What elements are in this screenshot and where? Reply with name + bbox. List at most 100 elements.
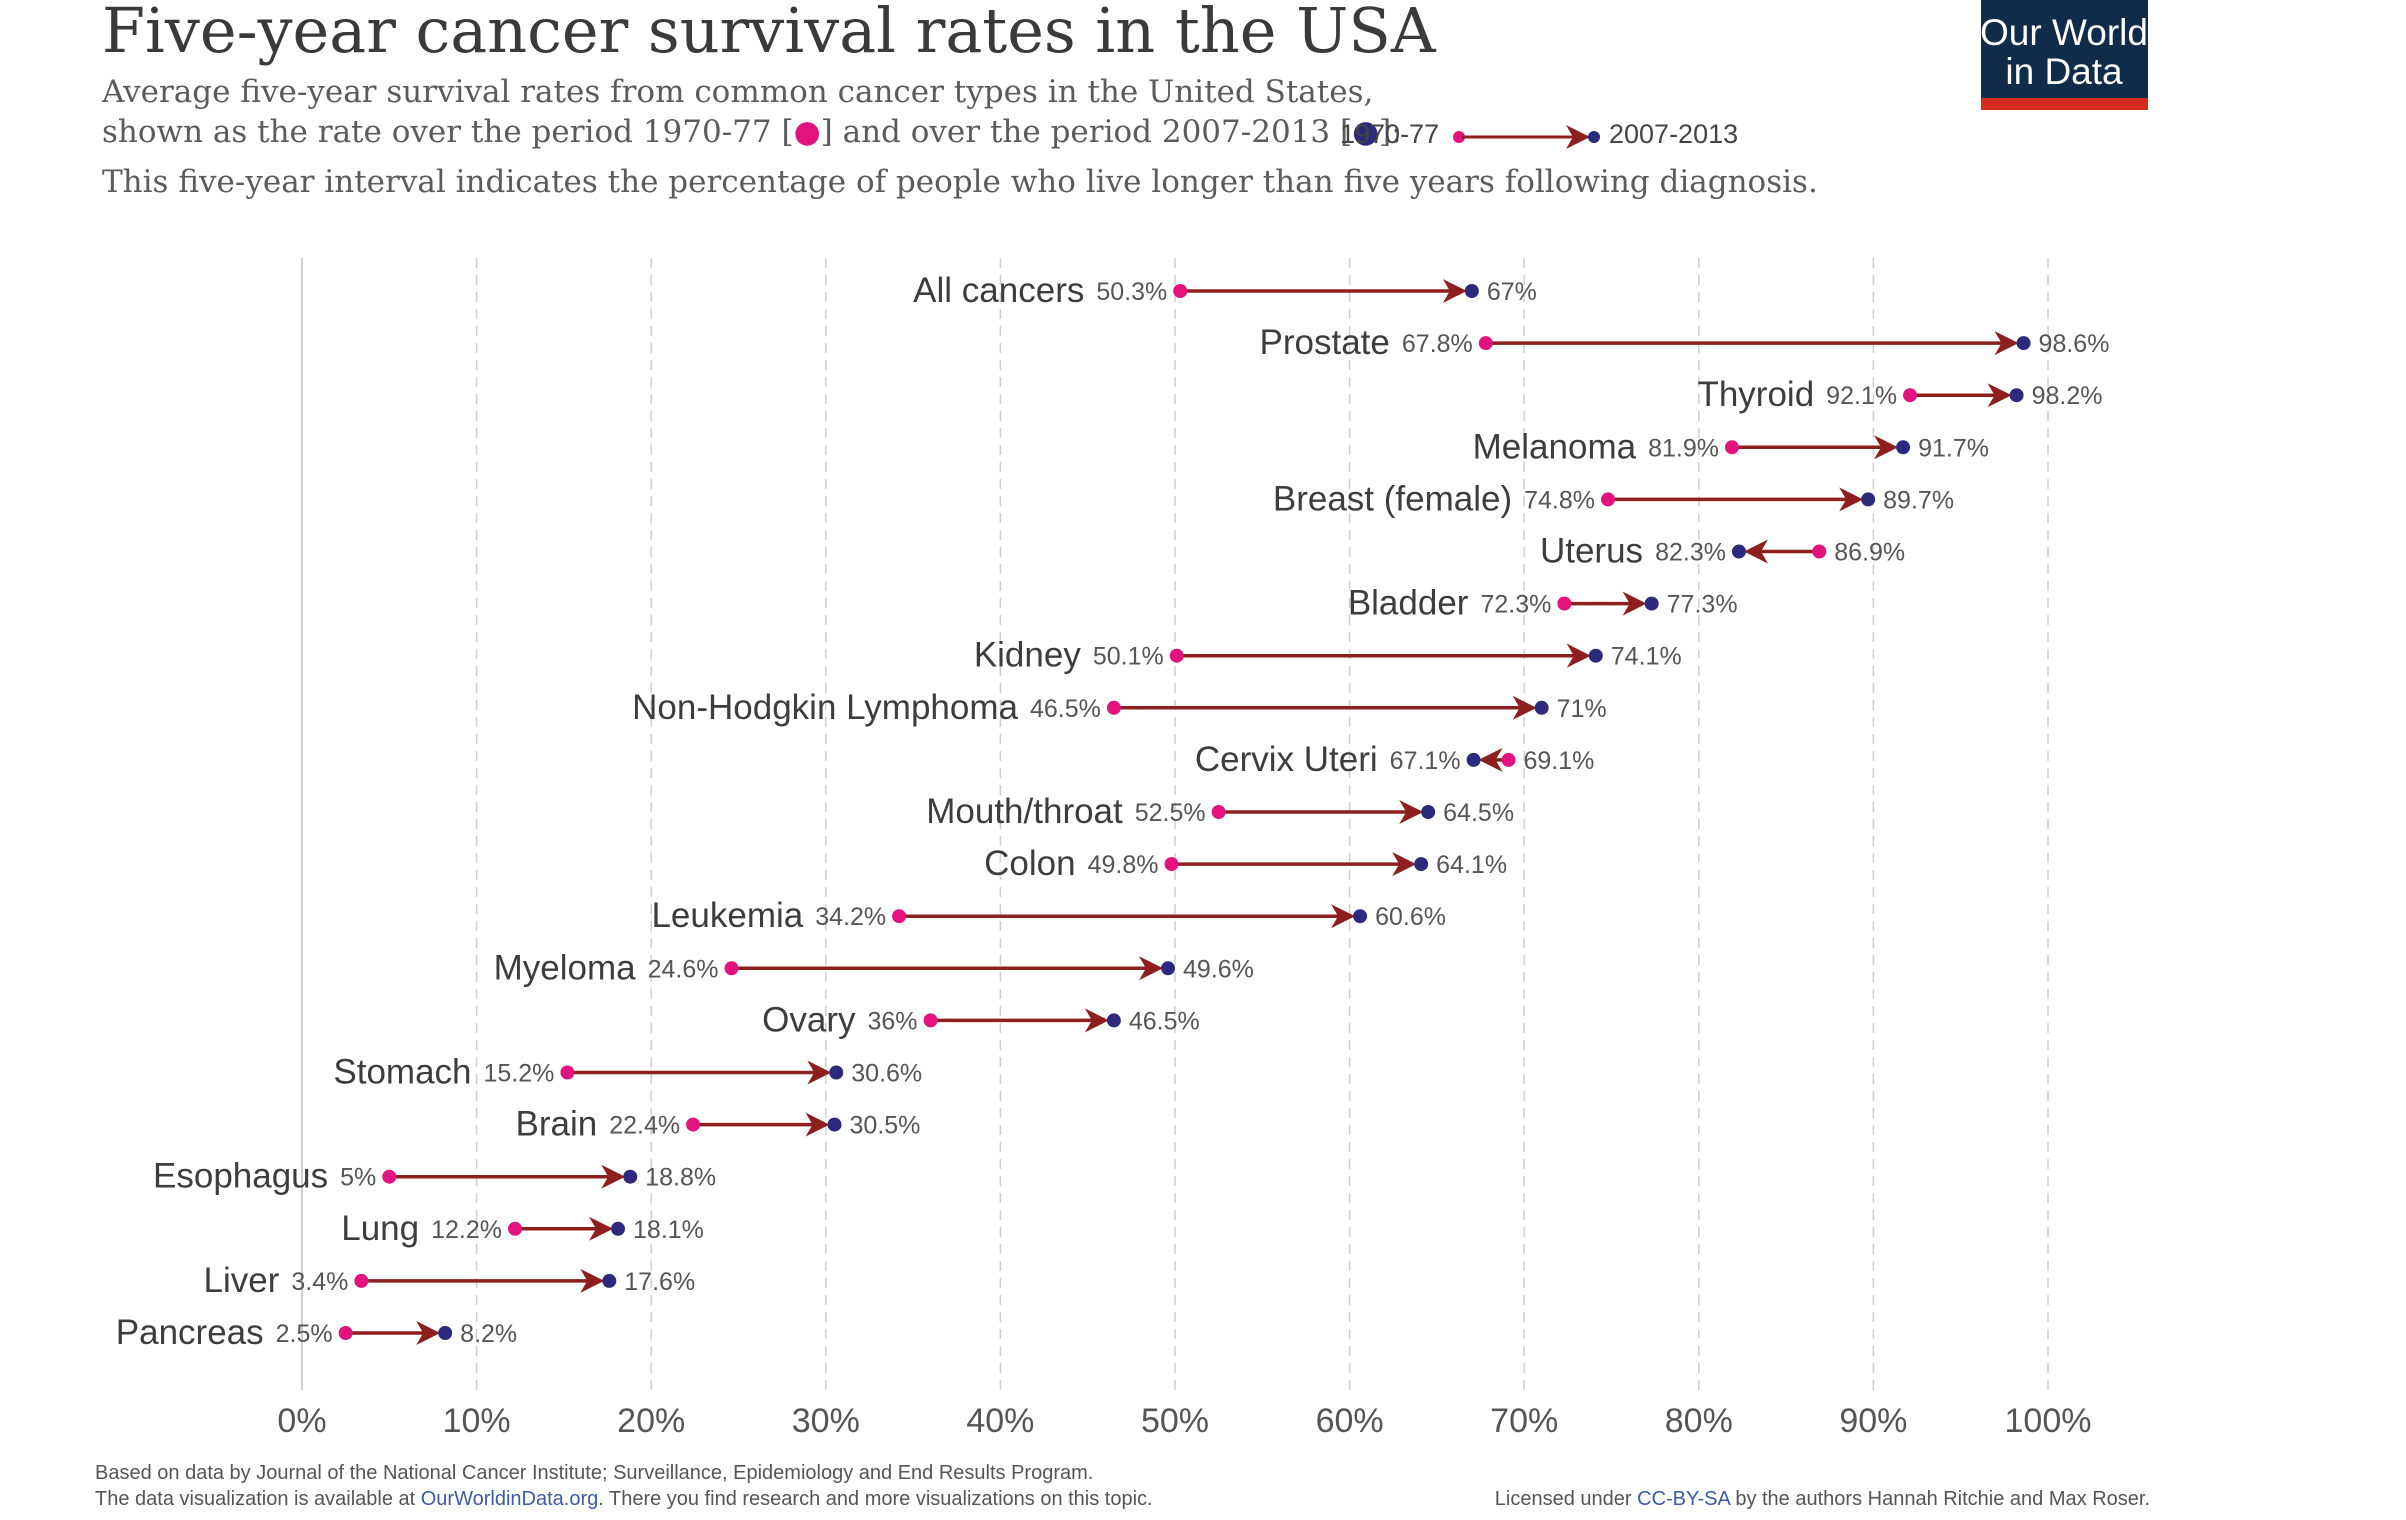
start-dot <box>1812 544 1827 559</box>
value-label-right: 49.6% <box>1183 955 1254 983</box>
value-label-right: 86.9% <box>1834 539 1905 567</box>
end-dot <box>1861 492 1876 507</box>
category-label: Ovary <box>762 1000 856 1039</box>
row-pancreas: 2.5% 8.2% Pancreas <box>116 1313 517 1352</box>
x-tick-label: 30% <box>792 1402 860 1440</box>
end-dot <box>829 1065 844 1080</box>
footer-license-prefix: Licensed under <box>1495 1488 1637 1510</box>
subtitle-part-c: ]: <box>1379 114 1402 150</box>
category-label: Prostate <box>1260 323 1390 362</box>
end-dot <box>1161 961 1176 976</box>
value-label-left: 50.3% <box>1096 278 1167 306</box>
end-dot <box>1421 805 1436 819</box>
value-label-left: 81.9% <box>1648 434 1719 462</box>
end-dot <box>438 1326 453 1340</box>
value-label-right: 74.1% <box>1611 643 1682 671</box>
x-tick-label: 70% <box>1490 1402 1558 1440</box>
end-dot <box>1534 700 1549 715</box>
legend-start-label: 1970-77 <box>1340 119 1439 149</box>
value-label-left: 46.5% <box>1030 695 1101 723</box>
footer-owid-link[interactable]: OurWorldinData.org <box>421 1488 598 1510</box>
start-dot <box>1169 648 1184 663</box>
end-dot <box>827 1117 842 1132</box>
row-melanoma: 81.9% 91.7% Melanoma <box>1473 427 1989 466</box>
footer-source: Based on data by Journal of the National… <box>95 1462 1093 1484</box>
row-thyroid: 92.1% 98.2% Thyroid <box>1697 375 2102 414</box>
end-dot <box>1466 752 1481 767</box>
category-label: Leukemia <box>651 896 803 935</box>
x-tick-label: 20% <box>617 1402 685 1440</box>
owid-logo[interactable]: Our World in Data <box>1980 0 2148 110</box>
category-label: Brain <box>515 1105 597 1144</box>
value-label-right: 17.6% <box>624 1268 695 1296</box>
category-label: Cervix Uteri <box>1195 740 1378 779</box>
value-label-left: 36% <box>868 1007 918 1035</box>
value-label-left: 15.2% <box>484 1060 555 1088</box>
chart-subtitle-line2: shown as the rate over the period 1970-7… <box>102 114 1402 150</box>
row-prostate: 67.8% 98.6% Prostate <box>1260 323 2110 362</box>
subtitle-part-a: shown as the rate over the period 1970-7… <box>102 114 794 150</box>
start-dot <box>1601 492 1616 507</box>
row-cervix-uteri: 67.1% 69.1% Cervix Uteri <box>1195 740 1594 779</box>
end-dot <box>623 1169 638 1184</box>
x-tick-label: 90% <box>1839 1402 1907 1440</box>
start-dot <box>338 1326 353 1340</box>
value-label-right: 8.2% <box>460 1320 517 1348</box>
row-uterus: 82.3% 86.9% Uterus <box>1540 532 1905 571</box>
row-non-hodgkin-lymphoma: 46.5% 71% Non-Hodgkin Lymphoma <box>632 688 1607 727</box>
category-label: Thyroid <box>1697 375 1814 414</box>
category-label: Uterus <box>1540 532 1643 571</box>
value-label-left: 12.2% <box>431 1216 502 1244</box>
start-dot <box>724 961 739 976</box>
x-tick-label: 0% <box>277 1402 326 1440</box>
chart-subtitle-line3: This five-year interval indicates the pe… <box>102 164 1818 200</box>
category-label: Stomach <box>333 1053 471 1092</box>
start-dot <box>892 909 907 924</box>
start-dot <box>686 1117 701 1132</box>
category-label: Breast (female) <box>1273 479 1512 518</box>
value-label-right: 30.5% <box>850 1112 921 1140</box>
start-dot <box>560 1065 575 1080</box>
subtitle-start-dot-glyph: ● <box>794 114 821 150</box>
value-label-left: 92.1% <box>1826 382 1897 410</box>
x-tick-label: 40% <box>966 1402 1034 1440</box>
x-tick-label: 60% <box>1316 1402 1384 1440</box>
footer-license-link[interactable]: CC-BY-SA <box>1637 1488 1731 1510</box>
category-label: Bladder <box>1348 584 1469 623</box>
row-mouth-throat: 52.5% 64.5% Mouth/throat <box>926 792 1514 831</box>
logo-line2: in Data <box>2005 51 2123 92</box>
value-label-left: 5% <box>340 1164 376 1192</box>
start-dot <box>1106 700 1121 715</box>
value-label-right: 60.6% <box>1375 903 1446 931</box>
x-tick-label: 10% <box>443 1402 511 1440</box>
value-label-left: 24.6% <box>648 955 719 983</box>
start-dot <box>1478 336 1493 351</box>
start-dot <box>1903 388 1918 403</box>
chart-title: Five-year cancer survival rates in the U… <box>102 0 1437 67</box>
start-dot <box>382 1169 397 1184</box>
value-label-right: 77.3% <box>1667 591 1738 619</box>
category-label: Colon <box>984 844 1075 883</box>
category-label: Non-Hodgkin Lymphoma <box>632 688 1018 727</box>
legend-end-label: 2007-2013 <box>1609 119 1738 149</box>
value-label-right: 67% <box>1487 278 1537 306</box>
value-label-right: 18.8% <box>645 1164 716 1192</box>
row-ovary: 36% 46.5% Ovary <box>762 1000 1200 1039</box>
value-label-left: 49.8% <box>1088 851 1159 879</box>
end-dot <box>1896 440 1911 455</box>
value-label-left: 67.8% <box>1402 330 1473 358</box>
end-dot <box>2009 388 2024 403</box>
footer-license: Licensed under CC-BY-SA by the authors H… <box>1495 1488 2150 1510</box>
logo-background <box>1981 0 2148 98</box>
category-label: Liver <box>204 1261 280 1300</box>
footer-available-prefix: The data visualization is available at <box>95 1488 421 1510</box>
value-label-left: 52.5% <box>1135 799 1206 827</box>
row-brain: 22.4% 30.5% Brain <box>515 1105 920 1144</box>
footer-availability: The data visualization is available at O… <box>95 1488 1153 1510</box>
gridlines <box>301 258 2049 1390</box>
value-label-left: 82.3% <box>1655 539 1726 567</box>
end-dot <box>1106 1013 1121 1028</box>
row-colon: 49.8% 64.1% Colon <box>984 844 1507 883</box>
value-label-left: 72.3% <box>1480 591 1551 619</box>
x-tick-label: 100% <box>2005 1402 2092 1440</box>
